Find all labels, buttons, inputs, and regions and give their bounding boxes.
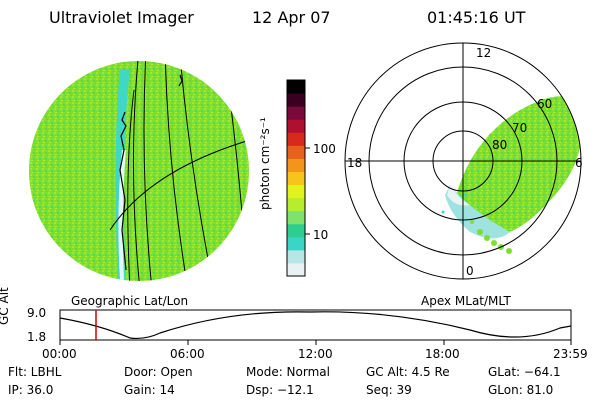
status-door: Door: Open — [124, 365, 193, 379]
status-dsp: Dsp: −12.1 — [246, 383, 314, 397]
timeline-axis-label: GC Alt — [0, 287, 11, 325]
colorbar-segment — [287, 93, 305, 107]
geo-dark-region — [30, 61, 128, 280]
auroral-spot — [506, 248, 512, 254]
colorbar-segment — [287, 119, 305, 133]
colorbar-segment — [287, 262, 305, 277]
auroral-spots — [470, 220, 512, 254]
geo-white-strip — [118, 150, 126, 280]
timeline-x-tick: 18:00 — [425, 347, 460, 361]
coastline-path — [178, 74, 183, 87]
colorbar-segment — [287, 80, 305, 94]
polar-grid — [344, 42, 582, 280]
geo-lat-line — [109, 139, 249, 231]
polar-lat-70: 70 — [512, 121, 528, 135]
colorbar-segment — [287, 249, 305, 264]
colorbar-segment — [287, 145, 305, 159]
time-label: 01:45:16 UT — [427, 8, 526, 27]
polar-lat-60: 60 — [537, 97, 553, 111]
colorbar-segment — [287, 158, 305, 172]
auroral-spot — [463, 193, 467, 197]
timeline-x-tick: 12:00 — [298, 347, 333, 361]
geo-lon-line — [143, 61, 153, 281]
colorbar-segment — [287, 106, 305, 120]
geo-view-label: Geographic Lat/Lon — [71, 294, 189, 308]
colorbar-tick-label: 100 — [313, 142, 336, 156]
timeline-panel — [59, 309, 572, 345]
geo-lon-line — [127, 89, 135, 281]
colorbar-segment — [287, 184, 305, 199]
colorbar-segment — [287, 223, 305, 238]
status-mode: Mode: Normal — [246, 365, 330, 379]
colorbar-unit-label: photon cm⁻²s⁻¹ — [258, 117, 272, 210]
colorbar-frame — [286, 79, 306, 277]
polar-lat-80: 80 — [492, 138, 508, 152]
auroral-spot — [470, 220, 474, 224]
status-glon: GLon: 81.0 — [488, 383, 554, 397]
status-seq: Seq: 39 — [366, 383, 412, 397]
auroral-spot — [484, 235, 490, 241]
auroral-oval — [455, 96, 581, 235]
status-ip: IP: 36.0 — [8, 383, 54, 397]
status-glat: GLat: −64.1 — [488, 365, 561, 379]
instrument-title: Ultraviolet Imager — [49, 8, 194, 27]
timeline-x-tick: 23:59 — [553, 347, 588, 361]
timeline-x-tick: 00:00 — [42, 347, 77, 361]
timeline-y-tick: 1.8 — [27, 330, 47, 344]
coastline-path — [119, 111, 127, 271]
polar-mlt-12: 12 — [476, 46, 492, 60]
auroral-spot — [441, 210, 445, 214]
colorbar-tick-label: 10 — [313, 228, 329, 242]
polar-mlt-18: 18 — [347, 156, 363, 170]
timeline-x-tick: 06:00 — [170, 347, 205, 361]
colorbar-segment — [287, 132, 305, 146]
polar-mlt-6: 6 — [575, 156, 583, 170]
timeline-ticks — [59, 340, 572, 345]
geographic-disk — [29, 61, 249, 281]
polar-mlt-0: 0 — [466, 264, 474, 278]
colorbar-segment — [287, 210, 305, 225]
date-label: 12 Apr 07 — [252, 8, 331, 27]
auroral-spot — [491, 240, 497, 246]
status-gain: Gain: 14 — [124, 383, 175, 397]
polar-view-label: Apex MLat/MLT — [421, 294, 511, 308]
status-flt: Flt: LBHL — [8, 365, 62, 379]
colorbar — [286, 79, 310, 277]
geo-coastline — [119, 74, 183, 271]
colorbar-segment — [287, 171, 305, 186]
colorbar-segments — [287, 80, 305, 277]
auroral-spot — [477, 229, 483, 235]
status-gc-alt: GC Alt: 4.5 Re — [366, 365, 450, 379]
auroral-white-region — [447, 185, 470, 206]
auroral-cyan-region — [445, 185, 510, 239]
geo-lon-line — [132, 61, 141, 281]
geo-lon-line — [164, 61, 189, 281]
timeline-y-tick: 9.0 — [27, 306, 47, 320]
colorbar-segment — [287, 236, 305, 251]
colorbar-segment — [287, 197, 305, 212]
polar-plot — [344, 42, 582, 280]
altitude-curve — [59, 311, 572, 340]
